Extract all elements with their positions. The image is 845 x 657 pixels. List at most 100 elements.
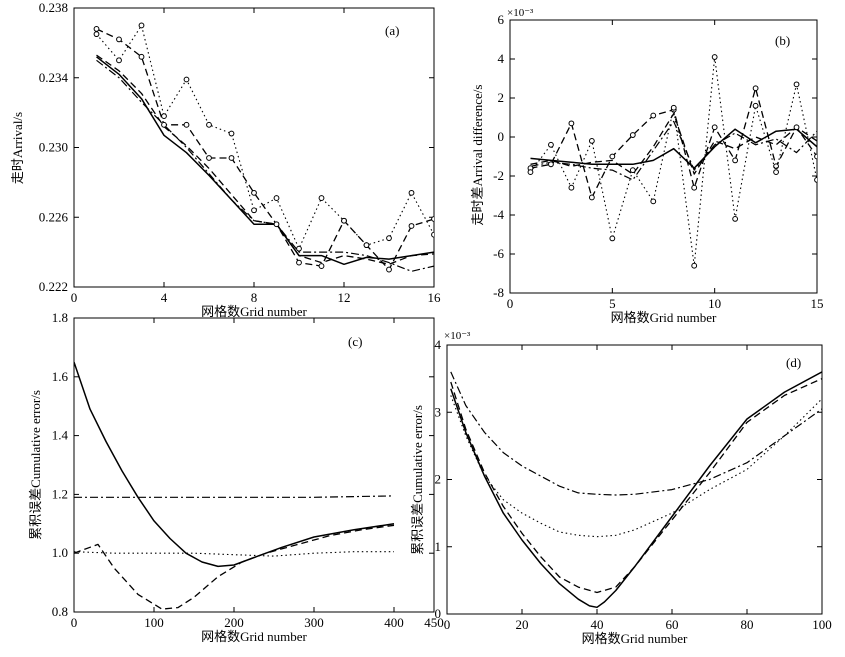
series-line-c-4 bbox=[74, 551, 394, 557]
x-tick-label: 15 bbox=[811, 296, 824, 311]
data-point-marker bbox=[431, 231, 434, 238]
panel-label: (d) bbox=[786, 355, 801, 370]
data-point-marker bbox=[273, 221, 280, 228]
data-point-marker bbox=[251, 207, 257, 214]
data-point-marker bbox=[588, 138, 595, 144]
y-tick-label: 4 bbox=[498, 51, 505, 66]
chart-panel-b: 0 5 10 15 -8 -6 -4 -2 0 2 4 6 网格数Grid number 走时差Arriv… bbox=[470, 7, 824, 325]
data-point-marker bbox=[183, 121, 190, 128]
data-point-marker bbox=[228, 155, 235, 161]
data-point-marker bbox=[793, 124, 800, 131]
data-point-marker bbox=[773, 169, 779, 176]
data-point-marker bbox=[296, 259, 302, 266]
x-tick-label: 16 bbox=[428, 290, 442, 305]
series-line-d-3 bbox=[450, 395, 822, 538]
data-point-marker bbox=[318, 195, 325, 201]
scale-exponent-label: ×10⁻³ bbox=[507, 7, 534, 19]
series-line-d-4 bbox=[450, 371, 822, 496]
x-tick-label: 8 bbox=[251, 290, 258, 305]
chart-panel-c: 0 100 200 300 400 450 0.8 1.0 1.2 1.4 1.6 1.8 网格数Gri… bbox=[28, 310, 444, 644]
y-tick-label: 1.2 bbox=[52, 486, 68, 501]
x-axis-label: 网格数Grid number bbox=[582, 631, 688, 646]
series-line-d-2 bbox=[450, 378, 822, 594]
data-point-marker bbox=[732, 157, 739, 164]
data-point-marker bbox=[408, 189, 415, 196]
series-line-b-5 bbox=[530, 56, 817, 267]
data-point-marker bbox=[711, 54, 718, 60]
x-tick-label: 0 bbox=[507, 296, 514, 311]
data-point-marker bbox=[650, 198, 657, 205]
data-point-marker bbox=[93, 26, 100, 32]
data-point-marker bbox=[386, 235, 392, 242]
series-group-a bbox=[93, 22, 434, 273]
data-point-marker bbox=[650, 112, 657, 119]
data-point-marker bbox=[752, 85, 759, 92]
x-axis-label: 网格数Grid number bbox=[611, 310, 717, 325]
y-tick-label: -6 bbox=[493, 246, 504, 261]
x-tick-label: 0 bbox=[71, 615, 78, 630]
plot-frame-d bbox=[446, 344, 823, 615]
panel-label: (a) bbox=[385, 23, 399, 38]
data-point-marker bbox=[568, 120, 575, 127]
y-tick-label: -2 bbox=[493, 168, 504, 183]
plot-frame-b bbox=[509, 19, 818, 294]
series-line-c-2 bbox=[74, 524, 395, 610]
data-point-marker bbox=[670, 104, 677, 111]
data-point-marker bbox=[548, 161, 554, 168]
data-point-marker bbox=[609, 153, 616, 160]
data-point-marker bbox=[691, 184, 698, 191]
data-point-marker bbox=[228, 130, 235, 137]
series-group-d bbox=[450, 371, 822, 609]
x-tick-label: 100 bbox=[812, 617, 832, 632]
y-tick-label: 1.8 bbox=[52, 310, 68, 325]
y-tick-label: 0.234 bbox=[39, 70, 69, 85]
data-point-marker bbox=[527, 169, 534, 176]
data-point-marker bbox=[138, 53, 145, 60]
panel-label: (b) bbox=[775, 33, 790, 48]
data-point-marker bbox=[408, 223, 415, 229]
y-tick-label: 2 bbox=[498, 90, 505, 105]
y-tick-label: 4 bbox=[435, 337, 442, 352]
data-point-marker bbox=[548, 141, 554, 148]
series-line-b-1 bbox=[530, 128, 817, 169]
x-tick-label: 5 bbox=[609, 296, 616, 311]
data-point-marker bbox=[588, 194, 595, 201]
scale-exponent-label: ×10⁻³ bbox=[444, 330, 471, 342]
data-point-marker bbox=[318, 263, 325, 269]
data-point-marker bbox=[273, 195, 280, 201]
y-axis-label: 累积误差Cumulative error/s bbox=[410, 405, 425, 555]
y-tick-label: 0.238 bbox=[39, 0, 68, 15]
series-group-c bbox=[74, 361, 395, 610]
x-axis-label: 网格数Grid number bbox=[201, 629, 307, 644]
data-point-marker bbox=[711, 124, 718, 131]
y-axis-label: 走时差Arrival difference/s bbox=[470, 85, 485, 226]
x-tick-label: 20 bbox=[516, 617, 529, 632]
x-tick-label: 12 bbox=[338, 290, 351, 305]
data-point-marker bbox=[609, 235, 616, 242]
y-axis-label: 累积误差Cumulative error/s bbox=[28, 390, 43, 540]
series-group-b bbox=[527, 54, 817, 269]
x-tick-label: 4 bbox=[161, 290, 168, 305]
data-point-marker bbox=[568, 184, 575, 191]
data-point-marker bbox=[161, 121, 167, 128]
y-tick-label: 1.6 bbox=[52, 369, 69, 384]
series-line-c-1 bbox=[74, 361, 395, 568]
series-line-b-4 bbox=[530, 87, 817, 199]
series-line-a-1 bbox=[96, 56, 434, 266]
x-tick-label: 200 bbox=[224, 615, 244, 630]
y-tick-label: 0 bbox=[498, 129, 505, 144]
chart-panel-d: 0 20 40 60 80 100 0 1 2 3 4 网格数Grid number 累积误差Cumul… bbox=[410, 330, 832, 646]
data-point-marker bbox=[183, 76, 190, 83]
x-tick-label: 400 bbox=[384, 615, 404, 630]
data-point-marker bbox=[732, 216, 739, 222]
series-line-d-1 bbox=[450, 371, 822, 609]
y-tick-label: 1.4 bbox=[52, 428, 69, 443]
x-tick-label: 60 bbox=[666, 617, 679, 632]
series-line-a-4 bbox=[96, 28, 434, 271]
y-tick-label: 1 bbox=[435, 539, 442, 554]
data-point-marker bbox=[691, 262, 698, 269]
y-tick-label: 0 bbox=[435, 606, 442, 621]
data-point-marker bbox=[793, 81, 800, 88]
x-tick-label: 0 bbox=[444, 617, 451, 632]
